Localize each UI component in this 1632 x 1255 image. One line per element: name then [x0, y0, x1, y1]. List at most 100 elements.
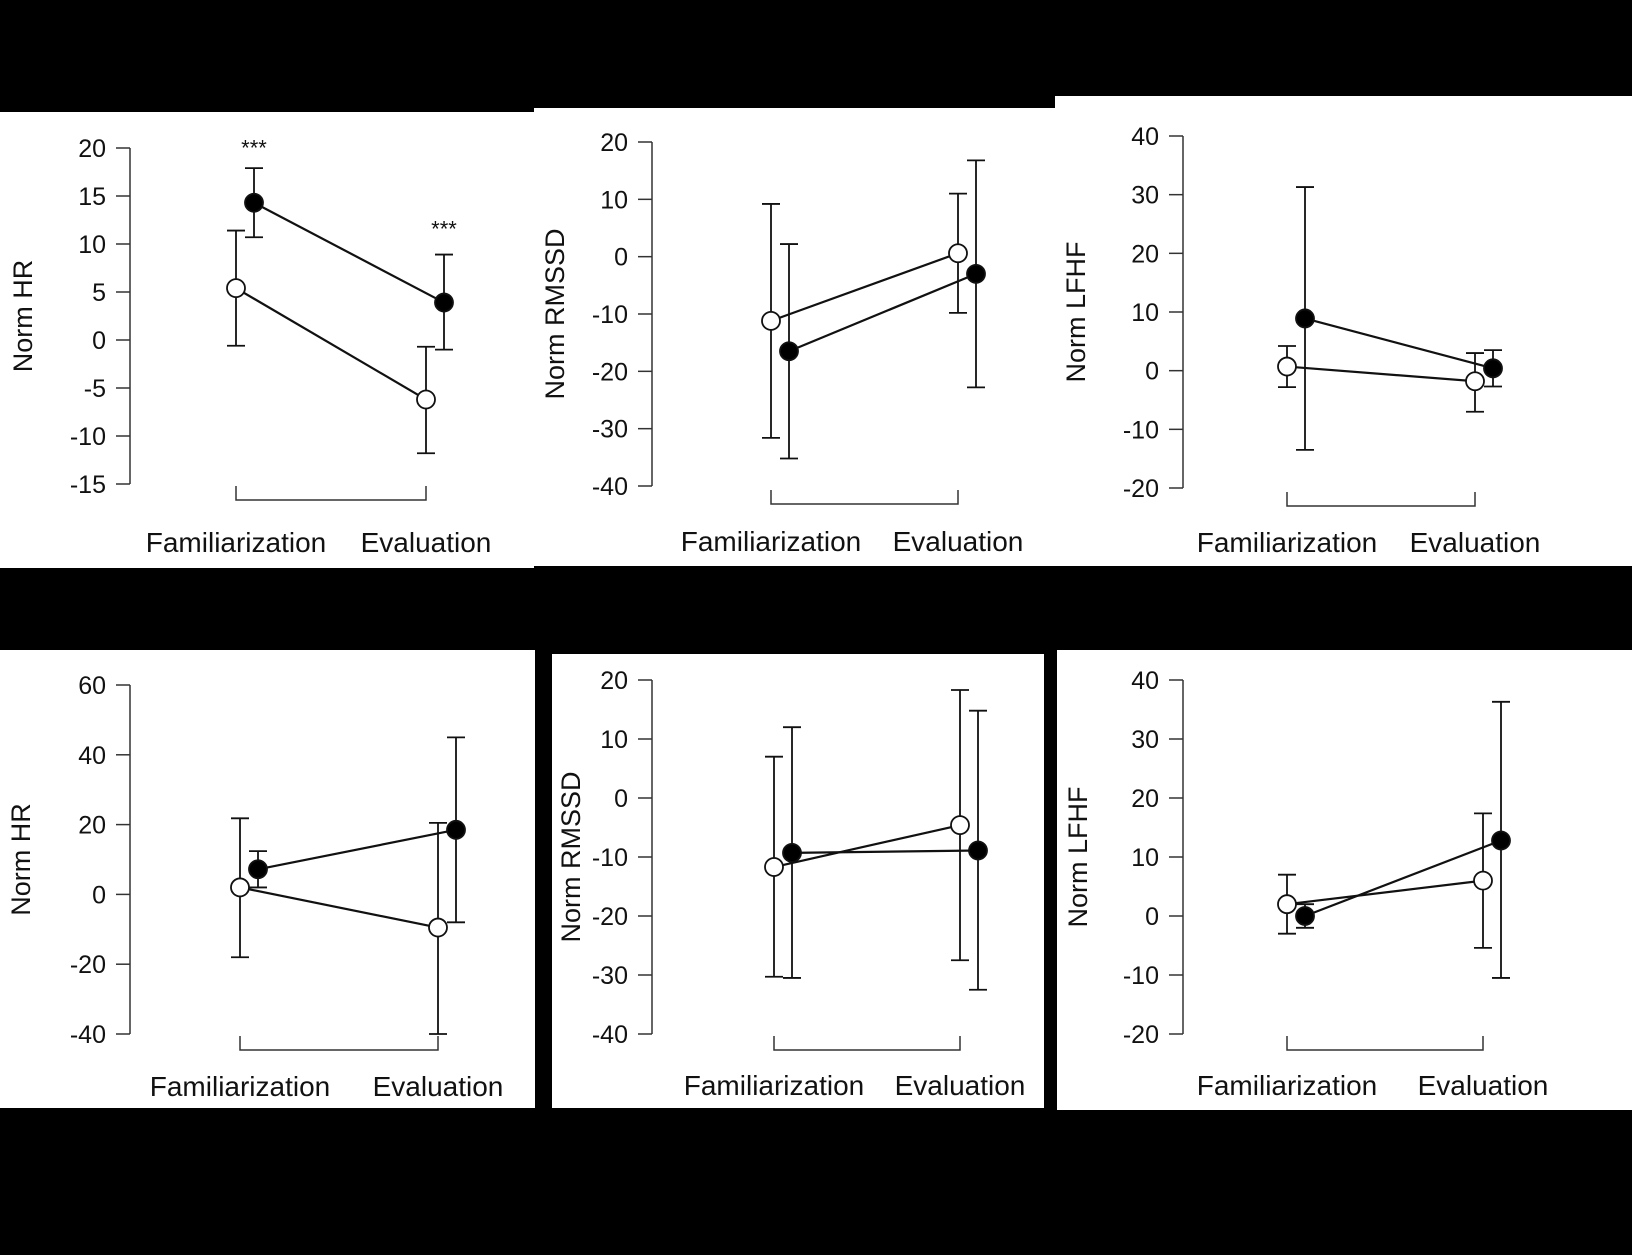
y-tick-label: -20	[1123, 1021, 1159, 1049]
y-tick-label: 20	[1131, 240, 1159, 268]
y-tick-label: -15	[70, 471, 106, 499]
x-axis-bracket	[770, 490, 959, 505]
y-tick-label: 0	[92, 881, 106, 909]
y-tick-label: -10	[1123, 416, 1159, 444]
y-tick-label: 40	[1131, 123, 1159, 151]
y-tick-label: 20	[600, 667, 628, 695]
chart-panel-bottom-middle: 20 10 0 -10 -20 -30 -40 Norm RMSSD Familiarizati…	[552, 654, 1044, 1108]
data-point-open	[428, 917, 448, 938]
y-axis-label: Norm LFHF	[1061, 242, 1091, 383]
y-tick-label: -20	[70, 951, 106, 979]
chart-svg: 40 30 20 10 0 -10 -20 Norm LFHF Familiarization E…	[1061, 123, 1541, 558]
y-tick-label: 10	[78, 231, 106, 259]
chart-panel-bottom-left: 60 40 20 0 -20 -40 Norm HR Familiarization Evalu…	[0, 650, 535, 1108]
y-tick-label: 20	[600, 129, 628, 157]
y-tick-label: 0	[614, 244, 628, 272]
x-category-label: Evaluation	[1418, 1070, 1549, 1101]
y-axis-label: Norm RMSSD	[540, 228, 570, 399]
x-category-label: Familiarization	[146, 527, 327, 558]
chart-panel-top-left: 20 15 10 5 0 -5 -10 -15 Norm HR Familiarization Ev…	[0, 112, 534, 568]
y-tick-label: -10	[592, 301, 628, 329]
data-point-open	[230, 877, 250, 898]
data-point-filled	[248, 859, 268, 880]
chart-svg: 20 10 0 -10 -20 -30 -40 Norm RMSSD Familiarizati…	[556, 667, 1026, 1101]
chart-svg: 20 10 0 -10 -20 -30 -40 Norm RMSSD Familiarizati…	[540, 129, 1024, 557]
series-line-filled	[791, 849, 979, 854]
data-point-open	[1473, 870, 1493, 891]
series-line-filled	[1304, 317, 1494, 370]
x-category-label: Familiarization	[1197, 527, 1378, 558]
series-line-open	[239, 886, 439, 929]
series-line-filled	[1304, 839, 1502, 918]
x-category-label: Familiarization	[684, 1070, 865, 1101]
y-tick-label: 10	[600, 186, 628, 214]
data-point-filled	[244, 192, 264, 213]
x-category-label: Evaluation	[361, 527, 492, 558]
x-category-label: Evaluation	[895, 1070, 1026, 1101]
y-tick-label: 0	[92, 327, 106, 355]
y-tick-label: -5	[84, 375, 106, 403]
y-axis-label: Norm LFHF	[1063, 787, 1093, 928]
data-point-open	[764, 857, 784, 877]
data-point-filled	[968, 840, 988, 861]
x-axis-bracket	[1286, 492, 1476, 507]
y-tick-label: 60	[78, 672, 106, 700]
y-tick-label: -40	[70, 1021, 106, 1049]
series-line-open	[1286, 879, 1484, 906]
x-category-label: Familiarization	[150, 1071, 331, 1102]
chart-panel-bottom-right: 40 30 20 10 0 -10 -20 Norm LFHF Familiarization E…	[1057, 650, 1632, 1110]
chart-svg: 60 40 20 0 -20 -40 Norm HR Familiarization Evalu…	[6, 672, 504, 1102]
data-point-filled	[1295, 308, 1315, 329]
x-axis-bracket	[239, 1036, 439, 1051]
data-point-filled	[434, 292, 454, 313]
y-tick-label: -10	[1123, 962, 1159, 990]
y-tick-label: -20	[592, 358, 628, 386]
y-axis-label: Norm HR	[8, 260, 38, 373]
y-tick-label: 20	[78, 135, 106, 163]
y-tick-label: -10	[592, 844, 628, 872]
data-point-open	[416, 389, 436, 410]
series-line-filled	[257, 828, 457, 871]
y-tick-label: 15	[78, 183, 106, 211]
y-tick-label: -30	[592, 962, 628, 990]
y-tick-label: 10	[1131, 844, 1159, 872]
x-category-label: Familiarization	[681, 526, 862, 557]
y-tick-label: 10	[1131, 299, 1159, 327]
y-tick-label: -40	[592, 1021, 628, 1049]
data-point-open	[1465, 371, 1485, 392]
series-line-open	[1286, 365, 1476, 383]
y-tick-label: 0	[1145, 358, 1159, 386]
x-axis-bracket	[235, 486, 427, 501]
y-tick-label: 10	[600, 726, 628, 754]
chart-svg: 20 15 10 5 0 -5 -10 -15 Norm HR Familiarization Ev…	[8, 135, 492, 558]
y-tick-label: 40	[78, 742, 106, 770]
y-tick-label: 20	[1131, 785, 1159, 813]
y-axis-label: Norm RMSSD	[556, 771, 586, 942]
y-tick-label: -10	[70, 423, 106, 451]
series-line-open	[235, 287, 427, 401]
y-tick-label: -40	[592, 473, 628, 501]
data-point-filled	[1483, 358, 1503, 379]
series-line-filled	[253, 201, 445, 304]
y-tick-label: -30	[592, 416, 628, 444]
x-axis-bracket	[1286, 1036, 1484, 1051]
y-tick-label: -20	[1123, 475, 1159, 503]
data-point-open	[226, 278, 246, 299]
data-point-filled	[782, 842, 802, 863]
x-category-label: Evaluation	[893, 526, 1024, 557]
x-category-label: Familiarization	[1197, 1070, 1378, 1101]
data-point-filled	[966, 263, 986, 284]
x-axis-bracket	[773, 1036, 961, 1051]
y-tick-label: 30	[1131, 182, 1159, 210]
data-point-open	[1277, 356, 1297, 377]
chart-svg: 40 30 20 10 0 -10 -20 Norm LFHF Familiarization E…	[1063, 667, 1549, 1101]
y-tick-label: 5	[92, 279, 106, 307]
y-tick-label: 0	[1145, 903, 1159, 931]
x-category-label: Evaluation	[1410, 527, 1541, 558]
chart-panel-top-right: 40 30 20 10 0 -10 -20 Norm LFHF Familiarization E…	[1055, 96, 1632, 566]
x-category-label: Evaluation	[373, 1071, 504, 1102]
significance-marker: ***	[431, 216, 457, 241]
y-tick-label: 0	[614, 785, 628, 813]
y-tick-label: 40	[1131, 667, 1159, 695]
y-axis-label: Norm HR	[6, 803, 36, 916]
